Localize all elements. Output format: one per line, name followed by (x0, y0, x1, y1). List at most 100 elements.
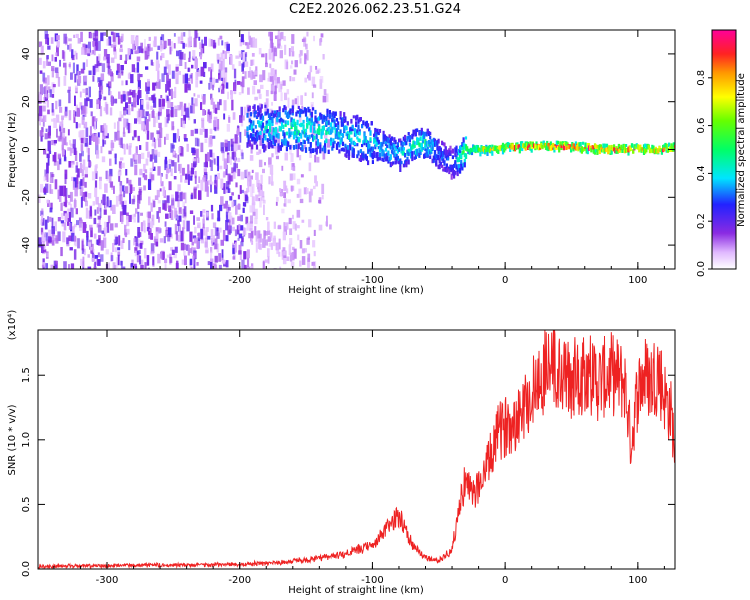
heatmap-cell (488, 148, 491, 154)
heatmap-cell (326, 128, 329, 132)
heatmap-cell (449, 165, 452, 170)
heatmap-cell (451, 148, 454, 154)
heatmap-cell (64, 111, 68, 118)
heatmap-cell (54, 264, 57, 269)
heatmap-cell (110, 255, 114, 261)
heatmap-cell (251, 196, 255, 206)
heatmap-cell (255, 230, 258, 242)
heatmap-cell (292, 131, 296, 137)
heatmap-cell (621, 149, 624, 153)
heatmap-cell (138, 117, 142, 125)
heatmap-cell (166, 254, 170, 258)
heatmap-cell (197, 94, 200, 98)
heatmap-cell (74, 50, 77, 57)
heatmap-cell (247, 87, 250, 95)
heatmap-cell (464, 136, 468, 140)
heatmap-cell (100, 199, 103, 204)
heatmap-cell (210, 204, 214, 212)
heatmap-cell (457, 157, 460, 163)
heatmap-cell (71, 226, 75, 237)
heatmap-cell (463, 161, 466, 168)
heatmap-cell (242, 40, 245, 45)
heatmap-cell (278, 125, 281, 132)
heatmap-cell (225, 181, 230, 190)
heatmap-cell (270, 120, 273, 124)
heatmap-cell (191, 147, 195, 153)
heatmap-cell (312, 107, 315, 111)
heatmap-cell (237, 203, 241, 209)
heatmap-cell (143, 163, 146, 172)
heatmap-cell (318, 126, 321, 131)
heatmap-cell (253, 80, 257, 85)
heatmap-cell (70, 148, 74, 154)
heatmap-cell (327, 139, 331, 148)
heatmap-cell (46, 199, 49, 204)
heatmap-cell (389, 154, 392, 160)
heatmap-cell (224, 72, 228, 83)
heatmap-cell (103, 140, 107, 145)
heatmap-cell (330, 129, 333, 135)
heatmap-cell (90, 227, 93, 238)
heatmap-cell (47, 75, 50, 85)
heatmap-cell (335, 143, 339, 149)
heatmap-cell (663, 147, 666, 152)
heatmap-cell (303, 144, 307, 149)
heatmap-cell (392, 144, 395, 151)
heatmap-cell (200, 228, 203, 240)
heatmap-cell (439, 151, 442, 156)
heatmap-cell (128, 97, 132, 104)
heatmap-cell (278, 81, 282, 93)
heatmap-cell (267, 230, 271, 235)
heatmap-cell (194, 98, 198, 107)
heatmap-cell (323, 89, 327, 96)
heatmap-cell (620, 144, 623, 150)
heatmap-cell (287, 114, 290, 119)
heatmap-cell (497, 148, 500, 154)
heatmap-cell (349, 145, 352, 151)
heatmap-cell (603, 143, 606, 150)
heatmap-cell (533, 143, 536, 148)
heatmap-cell (306, 238, 310, 245)
heatmap-cell (79, 220, 83, 231)
heatmap-cell (94, 165, 98, 174)
heatmap-cell (227, 225, 231, 235)
heatmap-cell (163, 40, 167, 49)
heatmap-cell (175, 66, 179, 72)
heatmap-cell (214, 107, 218, 114)
heatmap-cell (400, 146, 403, 151)
heatmap-cell (119, 48, 123, 53)
heatmap-cell (121, 201, 124, 207)
heatmap-cell (318, 199, 321, 204)
heatmap-cell (41, 208, 44, 213)
heatmap-cell (216, 217, 221, 221)
heatmap-cell (503, 144, 506, 148)
heatmap-cell (223, 203, 227, 209)
heatmap-cell (350, 130, 353, 135)
heatmap-cell (299, 155, 302, 161)
heatmap-cell (271, 144, 274, 149)
heatmap-cell (210, 229, 214, 238)
heatmap-cell (64, 65, 67, 76)
heatmap-cell (300, 95, 303, 105)
heatmap-cell (63, 261, 67, 269)
heatmap-cell (438, 158, 441, 164)
heatmap-cell (307, 257, 310, 268)
heatmap-cell (40, 210, 44, 216)
heatmap-cell (279, 50, 283, 59)
heatmap-cell (651, 149, 654, 154)
heatmap-cell (276, 112, 279, 118)
heatmap-cell (75, 165, 78, 173)
heatmap-cell (419, 149, 422, 155)
heatmap-cell (651, 144, 654, 150)
heatmap-cell (110, 44, 113, 48)
heatmap-cell (193, 119, 196, 124)
heatmap-cell (272, 237, 276, 247)
heatmap-cell (464, 144, 468, 148)
heatmap-cell (309, 142, 312, 148)
heatmap-cell (320, 135, 323, 139)
heatmap-cell (491, 150, 494, 156)
heatmap-cell (337, 141, 340, 146)
heatmap-cell (279, 189, 283, 196)
heatmap-cell (134, 50, 138, 54)
heatmap-cell (547, 142, 550, 149)
